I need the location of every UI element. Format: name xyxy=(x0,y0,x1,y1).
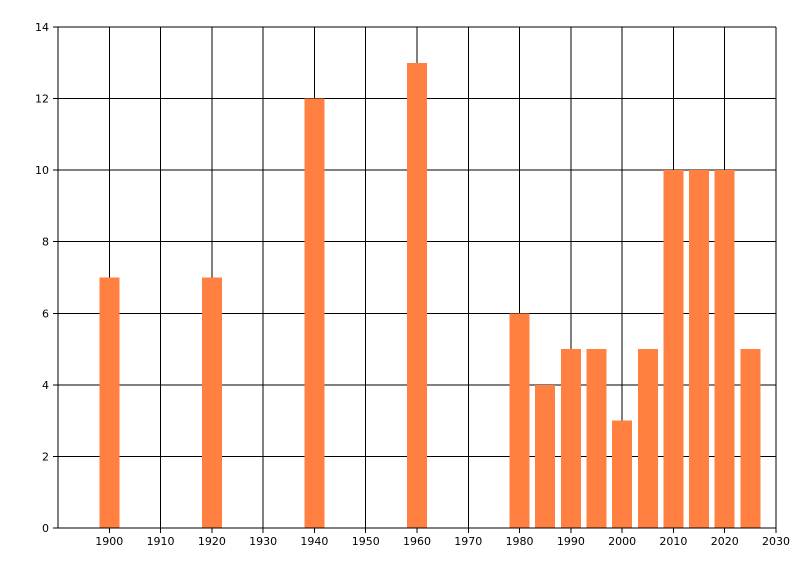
y-tick-label: 2 xyxy=(42,450,49,463)
bar-1980 xyxy=(509,313,530,528)
x-tick-label: 2020 xyxy=(711,535,739,548)
bar-2005 xyxy=(637,349,658,528)
x-tick-label: 1980 xyxy=(506,535,534,548)
bar-1995 xyxy=(586,349,607,528)
y-tick-label: 4 xyxy=(42,379,49,392)
bar-1990 xyxy=(560,349,581,528)
bar-2000 xyxy=(612,420,633,528)
y-tick-label: 12 xyxy=(35,93,49,106)
x-tick-label: 1940 xyxy=(300,535,328,548)
bar-1940 xyxy=(304,98,325,529)
x-tick-label: 1960 xyxy=(403,535,431,548)
bar-1900 xyxy=(99,277,120,528)
bar-2010 xyxy=(663,170,684,528)
y-tick-label: 8 xyxy=(42,236,49,249)
x-tick-label: 1910 xyxy=(147,535,175,548)
y-tick-label: 10 xyxy=(35,164,49,177)
bar-2015 xyxy=(689,170,710,528)
x-tick-label: 1950 xyxy=(352,535,380,548)
x-tick-label: 1970 xyxy=(454,535,482,548)
bar-2025 xyxy=(740,349,761,528)
x-tick-label: 2010 xyxy=(659,535,687,548)
x-tick-label: 2000 xyxy=(608,535,636,548)
x-tick-label: 1990 xyxy=(557,535,585,548)
x-tick-label: 1920 xyxy=(198,535,226,548)
x-tick-label: 2030 xyxy=(762,535,790,548)
bar-1985 xyxy=(535,384,556,528)
bar-1920 xyxy=(201,277,222,528)
bars xyxy=(99,62,761,529)
x-tick-label: 1930 xyxy=(249,535,277,548)
y-axis-tick-labels: 0 2 4 6 8 10 12 14 xyxy=(35,21,49,535)
y-tick-label: 6 xyxy=(42,307,49,320)
x-tick-label: 1900 xyxy=(95,535,123,548)
axes xyxy=(53,26,777,533)
y-tick-label: 0 xyxy=(42,522,49,535)
bar-2020 xyxy=(714,170,735,528)
y-tick-label: 14 xyxy=(35,21,49,34)
x-axis-tick-labels: 1900 1910 1920 1930 1940 1950 1960 1970 1980 1990… xyxy=(95,535,790,548)
bar-1960 xyxy=(407,62,427,529)
